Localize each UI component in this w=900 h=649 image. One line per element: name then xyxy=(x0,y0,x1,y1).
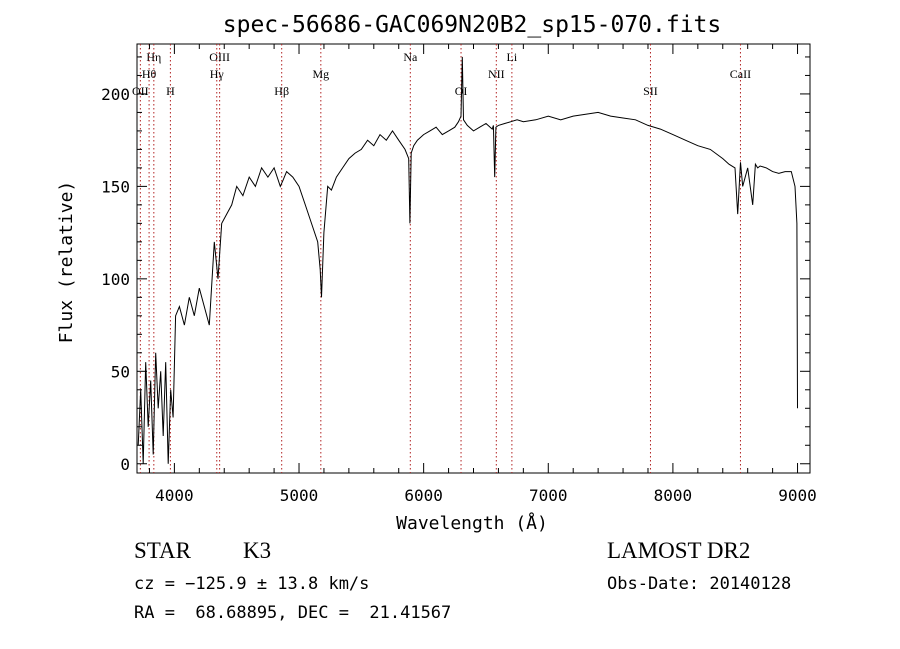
obs-date-text: Obs-Date: 20140128 xyxy=(607,574,792,594)
line-marker-label: Hβ xyxy=(274,84,289,98)
x-tick-label: 5000 xyxy=(280,486,319,505)
line-marker-label: Li xyxy=(507,50,518,64)
y-tick-label: 0 xyxy=(120,455,130,474)
line-marker-label: OI xyxy=(455,84,468,98)
x-tick-label: 8000 xyxy=(654,486,693,505)
line-marker-label: Mg xyxy=(312,67,329,81)
line-marker-label: Hη xyxy=(146,50,161,64)
coordinates-text: RA = 68.68895, DEC = 21.41567 xyxy=(134,603,452,623)
spectrum-line xyxy=(137,56,798,464)
x-tick-label: 7000 xyxy=(529,486,568,505)
y-tick-label: 50 xyxy=(111,362,130,381)
y-tick-label: 200 xyxy=(101,85,130,104)
object-class: STAR xyxy=(134,538,191,563)
x-tick-label: 6000 xyxy=(404,486,443,505)
x-tick-label: 9000 xyxy=(778,486,817,505)
y-axis-label: Flux (relative) xyxy=(56,181,77,344)
x-axis-label: Wavelength (Å) xyxy=(396,512,548,534)
redshift-text: cz = −125.9 ± 13.8 km/s xyxy=(134,574,370,594)
plot-frame xyxy=(136,43,811,474)
chart-title: spec-56686-GAC069N20B2_sp15-070.fits xyxy=(223,12,722,38)
line-marker-label: H xyxy=(166,84,175,98)
line-marker-label: Na xyxy=(403,50,418,64)
line-marker-label: Hγ xyxy=(210,67,225,81)
axis-ticks: 4000 5000 6000 7000 8000 9000 0 50 100 150 200 xyxy=(101,44,817,505)
x-tick-label: 4000 xyxy=(155,486,194,505)
survey-name: LAMOST DR2 xyxy=(607,538,751,563)
line-marker-label: OIII xyxy=(209,50,230,64)
line-marker-label: CaII xyxy=(730,67,751,81)
line-marker-label: Hθ xyxy=(142,67,157,81)
y-tick-label: 100 xyxy=(101,270,130,289)
y-tick-label: 150 xyxy=(101,177,130,196)
line-marker-label: OII xyxy=(132,84,149,98)
line-marker-label: SII xyxy=(643,84,658,98)
object-subclass: K3 xyxy=(243,538,272,563)
line-marker-label: NII xyxy=(488,67,505,81)
